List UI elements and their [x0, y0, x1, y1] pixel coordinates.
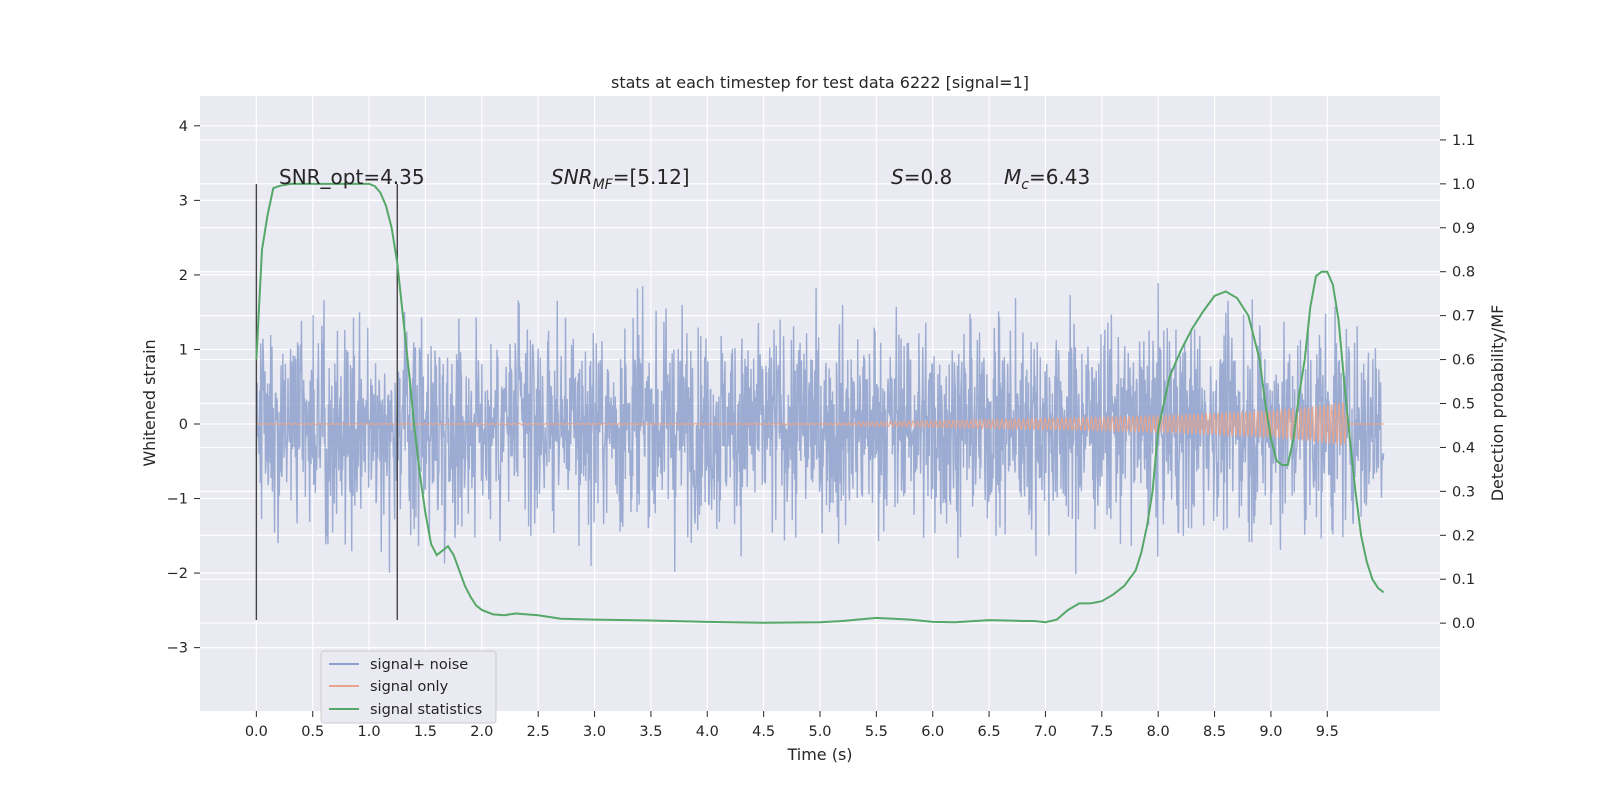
annotation-snr-mf: SNRMF=[5.12] — [551, 165, 690, 193]
y2-tick-label: 0.6 — [1452, 353, 1475, 369]
y-tick-label: −2 — [167, 566, 188, 582]
legend-label-signal-only: signal only — [370, 679, 449, 695]
x-tick-label: 3.5 — [639, 724, 662, 740]
series-signal-statistics-line — [255, 182, 1385, 624]
y2-tick-label: 0.3 — [1452, 484, 1475, 500]
y-tick-label: 3 — [179, 193, 188, 209]
series-signal-noise — [255, 283, 1385, 575]
x-tick-label: 7.5 — [1090, 724, 1113, 740]
y2-tick-label: 0.1 — [1452, 572, 1475, 588]
x-tick-label: 6.0 — [921, 724, 944, 740]
x-tick-label: 4.0 — [696, 724, 719, 740]
x-tick-label: 1.5 — [414, 724, 437, 740]
legend-label-signal-statistics: signal statistics — [370, 702, 482, 718]
x-axis-ticks: 0.0 0.5 1.0 1.5 2.0 2.5 3.0 3.5 4.0 4.5 5.0 5.5 6.0 6… — [245, 711, 1339, 740]
series-signal-statistics — [255, 182, 1385, 624]
y-tick-label: 1 — [179, 342, 188, 358]
y-tick-label: 4 — [179, 119, 188, 135]
y-axis-ticks: 4 3 2 1 0 −1 −2 −3 — [167, 119, 200, 657]
y-tick-label: 2 — [179, 268, 188, 284]
x-tick-label: 0.0 — [245, 724, 268, 740]
x-tick-label: 7.0 — [1034, 724, 1057, 740]
series-signal-only-line — [256, 402, 1384, 446]
y2-tick-label: 0.7 — [1452, 309, 1475, 325]
y-axis-label: Whitened strain — [140, 339, 159, 466]
x-tick-label: 0.5 — [301, 724, 324, 740]
chart-title: stats at each timestep for test data 622… — [611, 73, 1029, 92]
y2-tick-label: 0.8 — [1452, 265, 1475, 281]
x-tick-label: 9.5 — [1316, 724, 1339, 740]
x-tick-label: 3.0 — [583, 724, 606, 740]
x-tick-label: 9.0 — [1259, 724, 1282, 740]
annotation-mc: Mc=6.43 — [1004, 165, 1090, 193]
y2-tick-label: 0.5 — [1452, 397, 1475, 413]
y2-axis-label: Detection probability/MF — [1488, 305, 1507, 502]
x-tick-label: 1.0 — [358, 724, 381, 740]
series-signal-noise-line — [255, 283, 1385, 575]
legend: signal+ noise signal only signal statist… — [320, 650, 497, 724]
y2-axis-ticks: 1.1 1.0 0.9 0.8 0.7 0.6 0.5 0.4 0.3 0.2 0.1 0.0 — [1440, 133, 1475, 632]
x-tick-label: 2.0 — [470, 724, 493, 740]
x-tick-label: 8.0 — [1147, 724, 1170, 740]
x-axis-label: Time (s) — [786, 745, 852, 764]
y-tick-label: −1 — [167, 492, 188, 508]
y2-tick-label: 0.4 — [1452, 440, 1475, 456]
y2-tick-label: 0.0 — [1452, 616, 1475, 632]
y2-tick-label: 1.1 — [1452, 133, 1475, 149]
x-tick-label: 8.5 — [1203, 724, 1226, 740]
annotation-s: S=0.8 — [891, 165, 952, 189]
y2-tick-label: 0.9 — [1452, 221, 1475, 237]
y-tick-label: 0 — [179, 417, 188, 433]
series-signal-only — [256, 402, 1384, 446]
x-tick-label: 4.5 — [752, 724, 775, 740]
x-tick-label: 2.5 — [527, 724, 550, 740]
legend-label-signal-noise: signal+ noise — [370, 657, 468, 673]
x-tick-label: 5.5 — [865, 724, 888, 740]
y2-tick-label: 1.0 — [1452, 177, 1475, 193]
x-tick-label: 6.5 — [978, 724, 1001, 740]
annotation-snr-opt: SNR_opt=4.35 — [279, 165, 425, 189]
x-tick-label: 5.0 — [808, 724, 831, 740]
y-tick-label: −3 — [167, 641, 188, 657]
legend-box — [320, 650, 497, 724]
y2-tick-label: 0.2 — [1452, 528, 1475, 544]
